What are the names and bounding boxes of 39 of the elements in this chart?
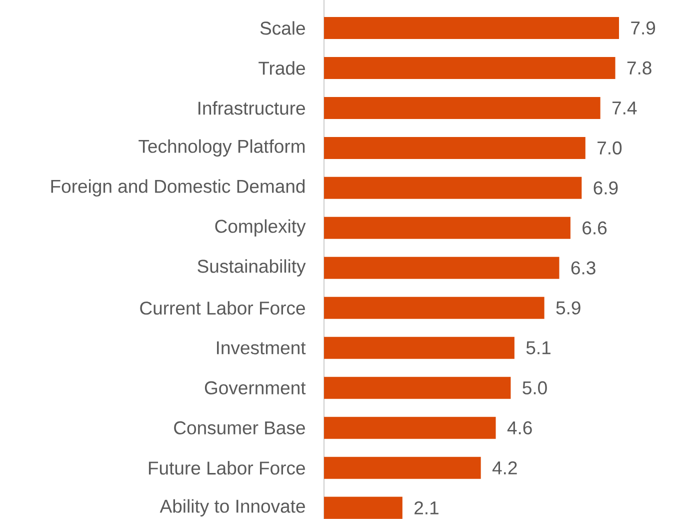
data-label: 5.0 [522, 381, 547, 394]
data-label: 6.9 [594, 181, 618, 194]
y-tick-label: Investment [217, 341, 306, 354]
bar [324, 296, 544, 319]
y-tick-label: Trade [258, 61, 305, 75]
bar [324, 336, 514, 359]
y-tick-label: Complexity [215, 219, 306, 237]
bar [324, 136, 586, 159]
data-label: 6.6 [582, 221, 607, 234]
y-tick-label: Infrastructure [198, 101, 305, 115]
data-label: 6.3 [571, 261, 596, 274]
y-tick-label: Consumer Base [174, 421, 305, 434]
bar [324, 56, 616, 79]
bar [324, 96, 600, 119]
bar [324, 176, 582, 199]
data-label: 7.8 [627, 61, 652, 75]
data-label: 2.1 [414, 501, 438, 514]
bar [324, 496, 402, 519]
bar [324, 456, 481, 479]
bar [324, 416, 496, 439]
bar [324, 256, 560, 279]
y-tick-label: Scale [260, 21, 305, 35]
data-label: 7.0 [598, 141, 622, 154]
y-tick-label: Future Labor Force [148, 461, 305, 475]
y-tick-label: Government [204, 381, 306, 394]
bar [324, 216, 570, 239]
data-label: 7.9 [631, 21, 656, 35]
data-label: 4.2 [492, 461, 517, 474]
data-label: 7.4 [612, 102, 637, 114]
y-tick-label: Foreign and Domestic Demand [51, 179, 305, 197]
y-tick-label: Current Labor Force [140, 301, 305, 315]
data-label: 4.6 [507, 421, 532, 434]
bar [324, 16, 620, 39]
y-tick-label: Technology Platform [138, 139, 305, 157]
y-tick-label: Ability to Innovate [160, 499, 305, 516]
bar [324, 376, 511, 399]
data-label: 5.9 [556, 301, 580, 314]
data-label: 5.1 [526, 341, 550, 354]
y-tick-label: Sustainability [198, 259, 306, 277]
